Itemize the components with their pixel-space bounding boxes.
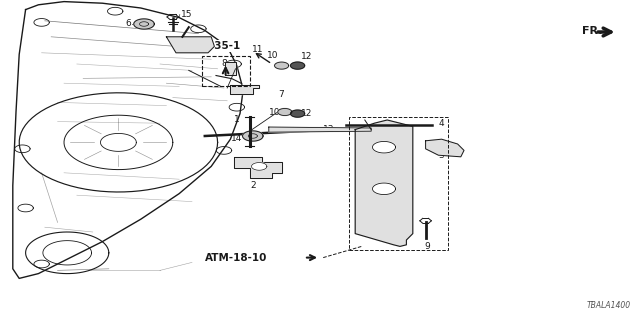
Polygon shape <box>426 139 464 157</box>
Polygon shape <box>278 108 292 116</box>
Text: 7: 7 <box>278 90 284 99</box>
Polygon shape <box>291 62 305 69</box>
Text: 15: 15 <box>181 10 193 19</box>
Polygon shape <box>225 62 236 75</box>
Text: 4: 4 <box>438 119 444 128</box>
Text: 6: 6 <box>125 20 131 28</box>
Polygon shape <box>355 120 413 246</box>
Text: 10: 10 <box>269 108 280 117</box>
Polygon shape <box>234 157 282 178</box>
Text: ATM-18-10: ATM-18-10 <box>205 252 267 263</box>
Polygon shape <box>252 163 267 170</box>
Polygon shape <box>372 141 396 153</box>
Polygon shape <box>134 19 154 29</box>
Polygon shape <box>275 62 289 69</box>
Polygon shape <box>269 127 371 132</box>
Bar <box>349 117 448 250</box>
Text: 8: 8 <box>221 60 227 68</box>
Text: 12: 12 <box>301 52 312 61</box>
Text: TBALA1400: TBALA1400 <box>586 301 630 310</box>
Text: 10: 10 <box>267 51 278 60</box>
Polygon shape <box>372 183 396 195</box>
Bar <box>202 56 250 86</box>
Text: 5: 5 <box>192 42 198 51</box>
Polygon shape <box>291 110 305 117</box>
Polygon shape <box>243 131 263 141</box>
Text: 1: 1 <box>234 116 240 124</box>
Polygon shape <box>230 85 259 94</box>
Polygon shape <box>166 37 214 53</box>
Text: FR.: FR. <box>582 26 603 36</box>
Text: 3: 3 <box>438 151 444 160</box>
Text: 13: 13 <box>323 125 335 134</box>
Text: 2: 2 <box>250 181 255 190</box>
Text: 14: 14 <box>230 134 242 143</box>
Text: 12: 12 <box>301 109 312 118</box>
Text: 9: 9 <box>425 242 430 251</box>
Text: B-35-1: B-35-1 <box>202 41 240 51</box>
Text: 11: 11 <box>252 45 264 54</box>
